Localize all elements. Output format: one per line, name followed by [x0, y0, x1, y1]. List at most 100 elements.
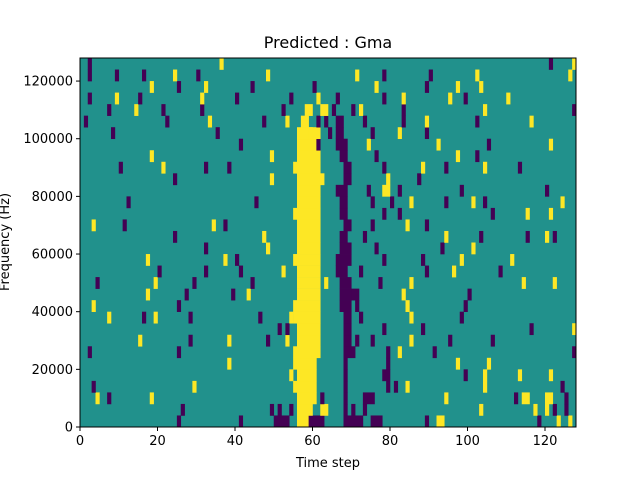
heatmap-cell	[149, 392, 154, 405]
heatmap-cell	[401, 104, 406, 116]
heatmap-cell	[91, 300, 96, 312]
heatmap-cell	[572, 346, 577, 359]
heatmap-cell	[184, 288, 189, 301]
heatmap-cell	[572, 104, 577, 116]
heatmap-cell	[339, 242, 352, 255]
heatmap-cell	[455, 81, 461, 93]
heatmap-cell	[343, 311, 352, 324]
heatmap-cell	[91, 219, 96, 232]
y-tick-label: 20000	[32, 363, 73, 378]
heatmap-cell	[107, 311, 112, 324]
heatmap-cell	[246, 288, 251, 301]
y-axis: 0 20000 40000 60000 80000 100000 120000	[23, 75, 80, 436]
heatmap-cell	[436, 138, 441, 151]
heatmap-cell	[362, 230, 368, 243]
heatmap-cell	[517, 369, 523, 382]
heatmap-cell	[545, 392, 554, 405]
heatmap-cell	[324, 277, 329, 289]
heatmap-cell	[455, 150, 461, 163]
heatmap-cell	[351, 104, 356, 116]
heatmap-cell	[397, 127, 402, 140]
heatmap-cell	[343, 173, 352, 186]
heatmap-cell	[564, 392, 569, 405]
heatmap-cell	[87, 92, 92, 105]
heatmap-cell	[335, 92, 340, 105]
heatmap-cell	[568, 69, 573, 82]
heatmap-cell	[277, 323, 282, 336]
heatmap-cell	[362, 403, 368, 416]
heatmap-cell	[343, 392, 348, 405]
heatmap-cell	[227, 161, 232, 174]
heatmap-cell	[459, 311, 464, 324]
heatmap-cell	[297, 230, 321, 243]
heatmap-cell	[382, 184, 391, 197]
heatmap-cell	[386, 357, 391, 370]
heatmap-cell	[335, 184, 348, 197]
y-tick-label: 80000	[32, 190, 73, 205]
heatmap-cell	[196, 69, 201, 82]
heatmap-cell	[176, 415, 182, 428]
heatmap-cell	[176, 300, 182, 312]
heatmap-cell	[339, 150, 348, 163]
heatmap-cell	[424, 265, 430, 278]
heatmap-cell	[343, 346, 356, 359]
x-tick-label: 0	[76, 434, 84, 449]
heatmap-cells	[83, 58, 577, 428]
heatmap-cell	[223, 219, 228, 232]
x-tick-label: 100	[455, 434, 480, 449]
heatmap-cell	[370, 334, 375, 347]
heatmap-cell	[409, 311, 414, 324]
heatmap-cell	[289, 92, 294, 105]
heatmap-cell	[289, 369, 294, 382]
heatmap-cell	[153, 311, 158, 324]
x-axis: 0 20 40 60 80 100 120	[76, 427, 557, 449]
y-axis-label: Frequency (Hz)	[0, 193, 13, 291]
heatmap-cell	[397, 346, 402, 359]
heatmap-cell	[386, 380, 391, 393]
heatmap-cell	[269, 150, 275, 163]
heatmap-cell	[176, 81, 182, 93]
heatmap-cell	[289, 311, 294, 324]
heatmap-cell	[382, 207, 387, 220]
heatmap-cell	[424, 415, 430, 428]
heatmap-cell	[343, 415, 364, 428]
heatmap-cell	[269, 173, 275, 186]
heatmap-cell	[273, 415, 290, 428]
heatmap-cell	[370, 196, 375, 209]
heatmap-cell	[266, 242, 271, 255]
heatmap-cell	[343, 334, 352, 347]
heatmap-cell	[339, 277, 352, 289]
heatmap-cell	[382, 369, 391, 382]
heatmap-cell	[479, 403, 484, 416]
heatmap-cell	[548, 369, 554, 382]
heatmap-cell	[297, 173, 321, 186]
heatmap-cell	[548, 138, 554, 151]
heatmap-cell	[122, 219, 127, 232]
heatmap-cell	[490, 207, 495, 220]
heatmap-cell	[362, 392, 375, 405]
heatmap-cell	[483, 369, 488, 382]
heatmap-cell	[192, 277, 197, 289]
heatmap-cell	[173, 230, 178, 243]
heatmap-cell	[316, 138, 321, 151]
heatmap-cell	[545, 184, 550, 197]
heatmap-cell	[475, 150, 480, 163]
heatmap-cell	[304, 104, 313, 116]
heatmap-cell	[533, 403, 538, 416]
heatmap-cell	[483, 380, 488, 393]
heatmap-cell	[118, 161, 123, 174]
heatmap-cell	[250, 277, 255, 289]
heatmap-cell	[351, 403, 356, 416]
heatmap-cell	[436, 415, 445, 428]
heatmap-cell	[424, 115, 430, 128]
heatmap-cell	[370, 219, 375, 232]
heatmap-cell	[401, 288, 406, 301]
y-tick-label: 60000	[32, 248, 73, 263]
heatmap-cell	[293, 311, 321, 324]
heatmap-cell	[564, 403, 569, 416]
heatmap-cell	[188, 311, 193, 324]
heatmap-cell	[293, 346, 321, 359]
y-tick-label: 120000	[23, 75, 73, 90]
heatmap-cell	[250, 81, 255, 93]
